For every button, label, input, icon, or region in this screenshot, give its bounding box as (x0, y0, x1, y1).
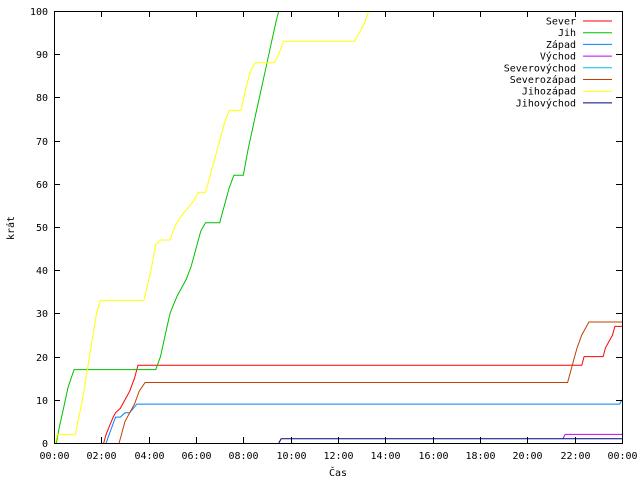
y-tick-label: 60 (36, 180, 48, 191)
series-line (54, 10, 370, 444)
x-tick-label: 20:00 (512, 451, 542, 462)
y-axis-label: krát (5, 216, 17, 240)
x-tick-label: 00:00 (39, 451, 69, 462)
y-tick-label: 70 (36, 137, 48, 148)
y-tick-label: 50 (36, 223, 48, 234)
y-tick-label: 20 (36, 353, 48, 364)
series-line (55, 10, 280, 444)
y-tick-label: 90 (36, 50, 48, 61)
x-axis-label: Čas (329, 466, 347, 479)
x-tick-label: 12:00 (323, 451, 353, 462)
legend-label: Jihovýchod (516, 97, 576, 109)
y-tick-label: 40 (36, 266, 48, 277)
x-tick-label: 00:00 (607, 451, 637, 462)
x-tick-label: 16:00 (418, 451, 448, 462)
x-tick-label: 18:00 (465, 451, 495, 462)
legend: SeverJihZápadVýchodSeverovýchodSeverozáp… (504, 17, 612, 109)
series-line (103, 325, 622, 444)
x-tick-label: 08:00 (228, 451, 258, 462)
x-tick-label: 04:00 (134, 451, 164, 462)
x-tick-label: 10:00 (276, 451, 306, 462)
series-line (562, 433, 622, 439)
series-line (105, 399, 623, 444)
x-tick-label: 14:00 (370, 451, 400, 462)
axis-ticks: 0 10 20 30 40 50 60 70 80 90 100 00:00 02:00 04:00 06:… (30, 7, 638, 462)
legend-label: Jih (558, 28, 576, 39)
legend-label: Východ (540, 51, 576, 63)
legend-label: Jihozápad (522, 86, 576, 98)
x-tick-label: 02:00 (86, 451, 116, 462)
legend-label: Sever (546, 17, 576, 28)
y-tick-label: 0 (42, 439, 48, 450)
legend-label: Západ (546, 39, 576, 51)
y-tick-label: 100 (30, 7, 48, 18)
legend-label: Severozápad (510, 74, 576, 86)
legend-label: Severovýchod (504, 62, 576, 74)
y-tick-label: 80 (36, 93, 48, 104)
x-tick-label: 22:00 (560, 451, 590, 462)
y-tick-label: 30 (36, 309, 48, 320)
plot-lines (54, 10, 623, 444)
series-line (118, 321, 622, 444)
series-line (278, 438, 622, 444)
x-tick-label: 06:00 (181, 451, 211, 462)
y-tick-label: 10 (36, 396, 48, 407)
